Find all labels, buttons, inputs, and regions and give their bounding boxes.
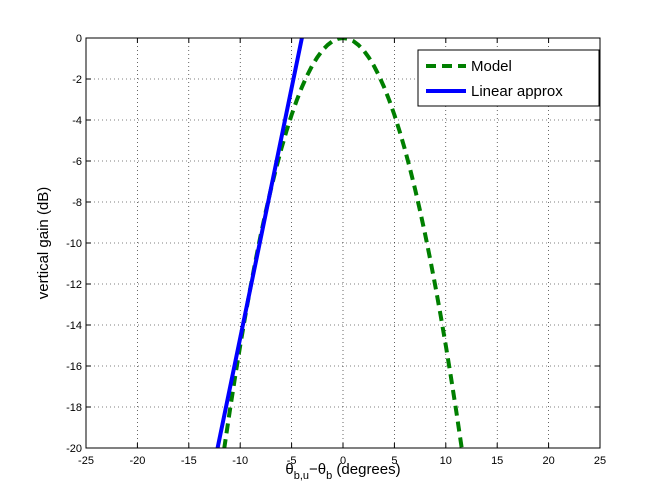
y-tick-label: -6	[72, 156, 82, 168]
y-tick-label: -20	[66, 443, 82, 455]
series-lines	[215, 38, 464, 448]
x-tick-label: 0	[340, 455, 346, 467]
y-tick-label: -12	[66, 279, 82, 291]
legend-label-linear-approx: Linear approx	[471, 83, 563, 100]
x-tick-label: -5	[287, 455, 297, 467]
y-tick-label: -16	[66, 361, 82, 373]
y-tick-label: -2	[72, 74, 82, 86]
legend: Model Linear approx	[417, 49, 600, 107]
x-tick-label: 10	[440, 455, 452, 467]
x-tick-label: -25	[78, 455, 94, 467]
y-tick-label: -18	[66, 402, 82, 414]
x-tick-label: 15	[491, 455, 503, 467]
x-tick-label: -10	[232, 455, 248, 467]
legend-label-model: Model	[471, 58, 512, 75]
x-tick-label: -15	[181, 455, 197, 467]
y-tick-label: -14	[66, 320, 82, 332]
y-axis-title: vertical gain (dB)	[35, 187, 52, 300]
y-tick-label: -4	[72, 115, 82, 127]
x-tick-label: 25	[594, 455, 606, 467]
series-line-linear-approx	[215, 38, 304, 448]
tick-labels: -25 -20 -15 -10 -5 0 5 10 15 20 250-2-4-6-8-10-12-…	[66, 33, 606, 467]
x-tick-label: 5	[391, 455, 397, 467]
legend-box	[417, 49, 600, 107]
x-tick-label: 20	[542, 455, 554, 467]
y-tick-label: -8	[72, 197, 82, 209]
x-tick-label: -20	[129, 455, 145, 467]
x-axis-title: θb,u−θb (degrees)	[285, 461, 400, 482]
y-tick-label: 0	[76, 33, 82, 45]
y-tick-label: -10	[66, 238, 82, 250]
